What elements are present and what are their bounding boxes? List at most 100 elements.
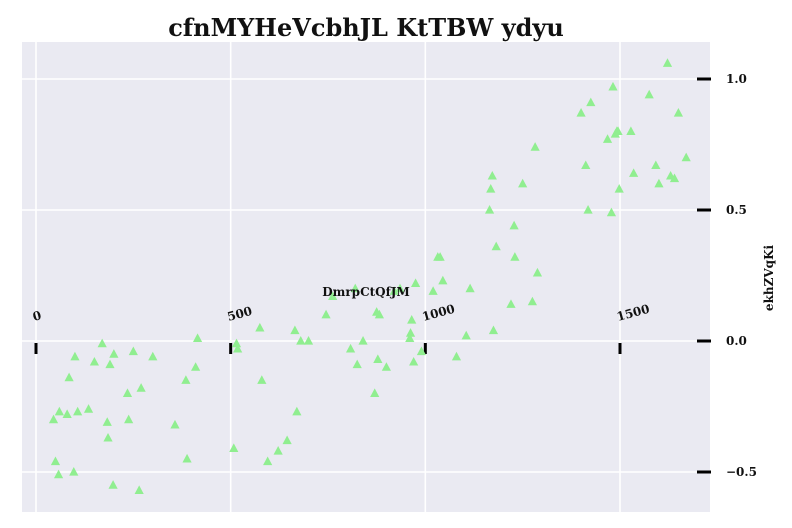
data-point xyxy=(231,338,242,348)
data-point xyxy=(352,359,362,369)
data-point xyxy=(89,356,99,366)
data-point xyxy=(69,467,79,476)
data-point xyxy=(405,333,415,342)
data-point xyxy=(428,286,438,295)
data-point xyxy=(97,338,107,348)
data-point xyxy=(461,330,471,340)
data-point xyxy=(487,170,497,180)
data-point xyxy=(70,351,80,361)
data-point xyxy=(510,252,520,261)
x-tick-label: 500 xyxy=(226,304,254,324)
data-point xyxy=(608,81,618,91)
data-point xyxy=(486,184,496,193)
data-point xyxy=(389,286,399,295)
data-point xyxy=(370,388,380,397)
data-point xyxy=(576,108,586,117)
data-point xyxy=(109,349,119,358)
data-point xyxy=(407,315,417,324)
data-point xyxy=(681,152,691,162)
data-point xyxy=(491,241,501,251)
grid-lines xyxy=(22,42,710,512)
y-tick-label: 0.5 xyxy=(726,203,747,217)
data-point xyxy=(602,134,613,143)
data-point xyxy=(292,406,302,416)
data-point xyxy=(527,296,537,306)
data-point xyxy=(435,252,445,261)
data-point xyxy=(662,58,673,67)
data-point xyxy=(416,346,427,356)
data-point xyxy=(669,173,680,183)
data-point xyxy=(411,278,421,287)
data-point xyxy=(233,343,243,353)
data-point xyxy=(136,383,146,392)
data-point xyxy=(105,359,115,369)
data-point xyxy=(50,456,61,466)
data-point xyxy=(191,362,201,371)
data-point xyxy=(606,207,617,217)
data-point xyxy=(83,404,94,413)
data-point xyxy=(583,205,593,214)
data-point xyxy=(108,480,118,489)
y-tick-label: −0.5 xyxy=(726,465,757,479)
data-point xyxy=(409,356,419,366)
data-point xyxy=(282,435,292,445)
data-point xyxy=(438,275,448,285)
data-point xyxy=(484,205,495,214)
data-point xyxy=(532,267,543,277)
data-point xyxy=(182,453,192,463)
data-point xyxy=(102,417,112,426)
data-point xyxy=(273,446,283,455)
y-tick-label: 0.0 xyxy=(726,334,747,348)
chart-title: cfnMYHeVcbhJL KtTBW ydyu xyxy=(168,13,564,42)
data-point xyxy=(103,432,113,442)
data-point xyxy=(626,126,636,135)
data-point xyxy=(530,142,540,151)
data-point xyxy=(54,406,64,416)
data-point xyxy=(629,168,639,177)
data-point xyxy=(48,414,59,424)
data-point xyxy=(586,97,596,107)
data-point xyxy=(381,362,391,371)
data-point xyxy=(581,160,591,170)
x-axis-label: DmrpCtQfJM xyxy=(322,285,410,299)
data-point xyxy=(465,283,475,293)
data-point xyxy=(263,456,273,466)
data-point xyxy=(148,351,158,361)
data-point xyxy=(373,354,383,363)
data-point xyxy=(128,346,138,356)
data-point xyxy=(134,485,144,494)
data-point xyxy=(644,89,654,99)
data-point xyxy=(53,469,64,479)
data-point xyxy=(257,375,267,384)
data-point xyxy=(62,409,72,418)
data-point xyxy=(395,283,405,293)
data-point xyxy=(374,309,384,319)
data-point xyxy=(328,291,338,301)
data-point xyxy=(405,328,416,337)
data-point xyxy=(122,388,133,397)
data-point xyxy=(303,336,314,345)
x-axis: 0 500 1000 1500 xyxy=(31,302,651,354)
y-axis-label: ekhZVqKi xyxy=(762,244,776,311)
plot-area xyxy=(22,42,710,512)
data-point xyxy=(654,178,664,188)
data-point xyxy=(488,325,499,335)
data-point xyxy=(124,414,134,424)
data-point xyxy=(73,406,83,416)
data-point xyxy=(451,351,462,361)
data-point xyxy=(358,336,368,345)
data-point xyxy=(506,299,516,308)
y-axis: −0.5 0.0 0.5 1.0 xyxy=(697,72,757,479)
data-point xyxy=(518,178,528,188)
data-point xyxy=(651,160,661,170)
data-point xyxy=(290,325,300,335)
data-point xyxy=(321,309,331,319)
data-point xyxy=(296,336,306,345)
data-point xyxy=(345,343,356,353)
data-point xyxy=(613,126,623,135)
data-point xyxy=(229,443,239,453)
data-point xyxy=(192,333,203,342)
data-point xyxy=(170,419,180,429)
